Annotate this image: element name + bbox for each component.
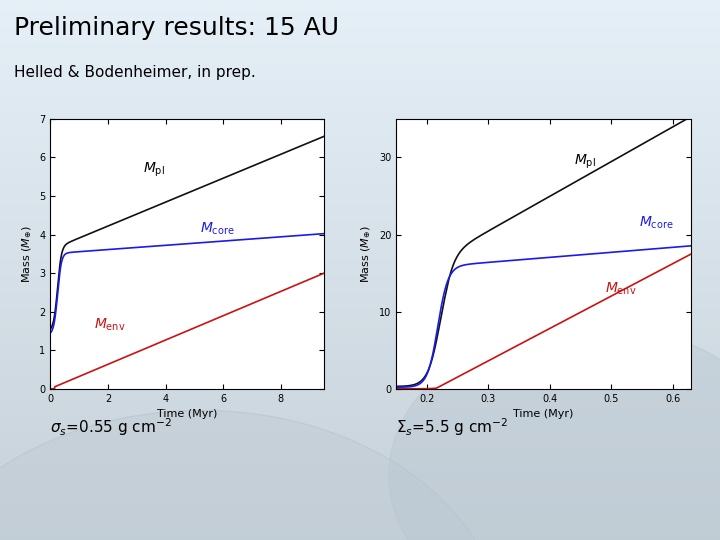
Text: $M_{\rm pl}$: $M_{\rm pl}$ bbox=[575, 153, 596, 172]
Text: $M_{\rm env}$: $M_{\rm env}$ bbox=[605, 280, 636, 297]
Y-axis label: Mass ($M_{\oplus}$): Mass ($M_{\oplus}$) bbox=[20, 225, 34, 282]
X-axis label: Time (Myr): Time (Myr) bbox=[157, 409, 217, 419]
Text: $M_{\rm core}$: $M_{\rm core}$ bbox=[639, 215, 674, 231]
Text: Helled & Bodenheimer, in prep.: Helled & Bodenheimer, in prep. bbox=[14, 65, 256, 80]
Polygon shape bbox=[0, 410, 504, 540]
Y-axis label: Mass ($M_{\oplus}$): Mass ($M_{\oplus}$) bbox=[359, 225, 373, 282]
X-axis label: Time (Myr): Time (Myr) bbox=[513, 409, 574, 419]
Text: Preliminary results: 15 AU: Preliminary results: 15 AU bbox=[14, 16, 339, 40]
Text: $M_{\rm core}$: $M_{\rm core}$ bbox=[200, 220, 235, 237]
Text: $\sigma_s$=0.55 g cm$^{-2}$: $\sigma_s$=0.55 g cm$^{-2}$ bbox=[50, 416, 172, 437]
Text: $\Sigma_s$=5.5 g cm$^{-2}$: $\Sigma_s$=5.5 g cm$^{-2}$ bbox=[396, 416, 508, 437]
Text: $M_{\rm pl}$: $M_{\rm pl}$ bbox=[143, 161, 164, 179]
Polygon shape bbox=[389, 324, 720, 540]
Text: $M_{\rm env}$: $M_{\rm env}$ bbox=[94, 317, 125, 333]
